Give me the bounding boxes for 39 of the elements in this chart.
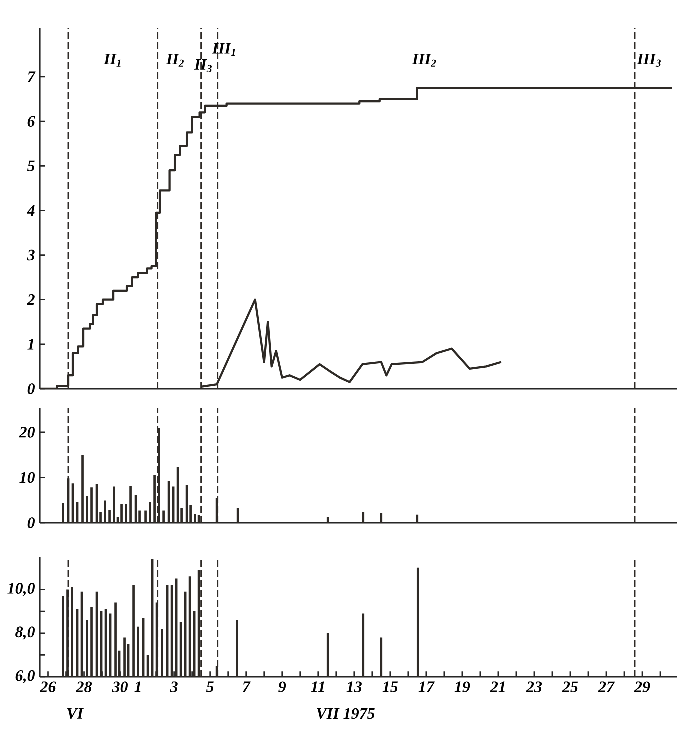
text: VII 1975 [317, 708, 375, 720]
x-tick-label: 7 [243, 682, 251, 692]
x-tick-label: 17 [418, 682, 435, 692]
y-tick-label: 20 [19, 427, 36, 438]
x-tick-label: 21 [490, 682, 505, 692]
y-tick-label: 6,0 [16, 670, 36, 684]
y-tick-label: 10,0 [8, 583, 36, 596]
y-tick-label: 3 [27, 250, 35, 261]
x-tick-label: 15 [382, 682, 398, 692]
x-tick-label: 1 [134, 682, 141, 692]
y-tick-label: 7 [28, 72, 36, 82]
x-tick-label: 19 [454, 682, 470, 692]
annotation: III$_{3}$ [637, 54, 661, 67]
x-tick-label: 28 [76, 682, 92, 692]
x-tick-label: 25 [562, 682, 578, 692]
x-tick-label: 3 [170, 682, 178, 692]
x-tick-label: 11 [311, 682, 324, 692]
y-tick-label: 8,0 [16, 626, 36, 640]
annotation: III$_{2}$ [412, 54, 436, 67]
annotation: II$_{2}$ [166, 54, 184, 67]
y-tick-label: 4 [27, 205, 35, 216]
annotation: III$_{1}$ [212, 43, 236, 56]
x-tick-label: 23 [526, 682, 542, 692]
x-tick-label: 27 [598, 682, 616, 692]
y-tick-label: 0 [28, 384, 36, 394]
x-tick-label: 5 [206, 682, 214, 692]
y-tick-label: 1 [28, 339, 34, 350]
x-tick-label: 26 [40, 682, 56, 692]
y-tick-label: 10 [20, 472, 36, 484]
y-tick-label: 6 [28, 116, 36, 127]
x-tick-label: 30 [112, 682, 128, 692]
annotation: II$_{1}$ [104, 54, 121, 67]
x-tick-label: 13 [346, 682, 362, 692]
y-tick-label: 0 [28, 518, 36, 528]
x-tick-label: 29 [634, 682, 650, 692]
y-tick-label: 5 [27, 160, 35, 172]
x-tick-label: 9 [278, 682, 286, 692]
y-tick-label: 2 [27, 294, 35, 306]
text: VI [68, 708, 84, 720]
